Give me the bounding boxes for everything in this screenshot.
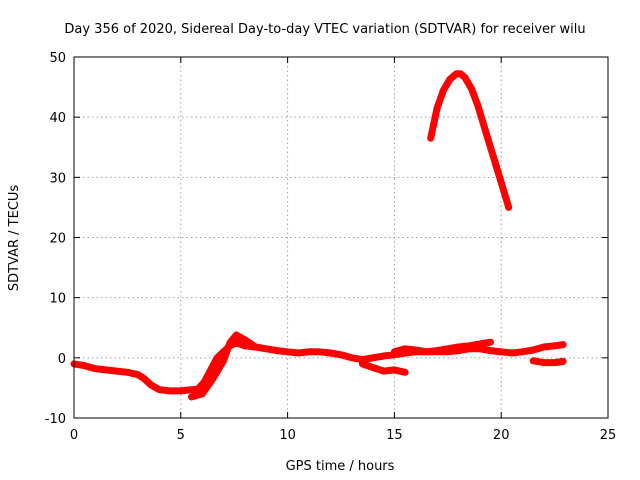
data-point [493, 165, 501, 172]
y-tick-label: 20 [49, 232, 66, 247]
data-point [220, 357, 227, 364]
data-point [551, 342, 558, 349]
data-point [468, 85, 475, 92]
data-point [476, 340, 483, 348]
data-point [273, 347, 281, 354]
data-point [455, 343, 462, 351]
data-point [207, 366, 214, 374]
data-point [156, 386, 163, 393]
data-point [188, 386, 195, 393]
data-point [519, 348, 526, 355]
data-point [487, 339, 494, 346]
data-point [423, 348, 430, 355]
data-point [241, 336, 249, 343]
data-point [508, 349, 516, 357]
data-point [134, 371, 142, 378]
data-series-line [390, 338, 494, 356]
x-tick-label: 5 [177, 428, 185, 443]
y-tick-label: -10 [45, 412, 66, 427]
data-point [102, 366, 110, 374]
x-tick-label: 0 [70, 428, 78, 443]
data-point [433, 104, 441, 112]
y-tick-label: 30 [49, 171, 66, 186]
data-point [194, 385, 202, 393]
data-point [369, 364, 377, 371]
data-point [226, 339, 234, 346]
data-point [147, 381, 155, 389]
x-tick-label: 10 [279, 428, 296, 443]
data-point [412, 346, 419, 354]
data-point [316, 348, 323, 355]
data-point [530, 357, 537, 364]
data-series-line [529, 357, 567, 367]
data-point [380, 367, 387, 375]
data-point [540, 343, 548, 351]
data-point [505, 204, 512, 211]
data-point [305, 348, 313, 355]
y-axis-label: SDTVAR / TECUs [7, 185, 22, 292]
ticks [73, 56, 609, 419]
data-point [113, 367, 120, 375]
x-axis-label: GPS time / hours [286, 459, 395, 474]
data-point [124, 369, 131, 376]
data-point [177, 387, 184, 395]
data-point [457, 70, 464, 78]
data-point [474, 101, 481, 109]
data-point [199, 390, 206, 398]
data-point [213, 354, 221, 361]
x-tick-label: 25 [600, 428, 617, 443]
data-point [530, 346, 537, 354]
data-point [391, 366, 398, 374]
data-point [487, 347, 494, 354]
data-point [337, 351, 345, 358]
data-point [427, 135, 434, 142]
data-point [295, 349, 302, 357]
data-point [141, 375, 148, 383]
data-point [446, 76, 454, 83]
data-point [551, 359, 558, 366]
data-point [327, 349, 334, 357]
data-point [433, 347, 441, 354]
data-point [480, 123, 488, 130]
data-point [498, 348, 505, 355]
data-point [487, 144, 494, 151]
data-point [233, 331, 240, 339]
data-point [92, 365, 99, 372]
data-point [391, 348, 398, 355]
data-point [559, 358, 567, 365]
data-point [252, 343, 259, 351]
y-tick-label: 10 [49, 292, 66, 307]
data-point [369, 354, 377, 361]
data-point [559, 341, 567, 348]
data-point [81, 362, 88, 369]
data-point [401, 345, 409, 352]
data-point [188, 393, 195, 401]
data-point [284, 348, 291, 355]
data-point [540, 359, 548, 366]
data-point [380, 352, 387, 360]
x-tick-label: 15 [386, 428, 403, 443]
y-tick-label: 40 [49, 111, 66, 126]
chart-title: Day 356 of 2020, Sidereal Day-to-day VTE… [64, 22, 585, 37]
data-point [401, 369, 409, 376]
data-point [359, 360, 366, 368]
data-point [461, 74, 469, 81]
series-layer [70, 70, 567, 401]
y-tick-label: 0 [58, 352, 66, 367]
data-point [263, 345, 270, 352]
data-point [166, 387, 174, 395]
y-tick-label: 50 [49, 51, 66, 66]
data-point [348, 354, 355, 361]
data-point [209, 375, 216, 383]
data-point [440, 86, 447, 94]
data-point [500, 186, 507, 193]
data-point [444, 345, 451, 352]
x-tick-label: 20 [493, 428, 510, 443]
tick-labels: 0 5 10 15 20 25 -10 0 10 20 30 40 50 [45, 51, 617, 443]
data-point [466, 342, 473, 349]
